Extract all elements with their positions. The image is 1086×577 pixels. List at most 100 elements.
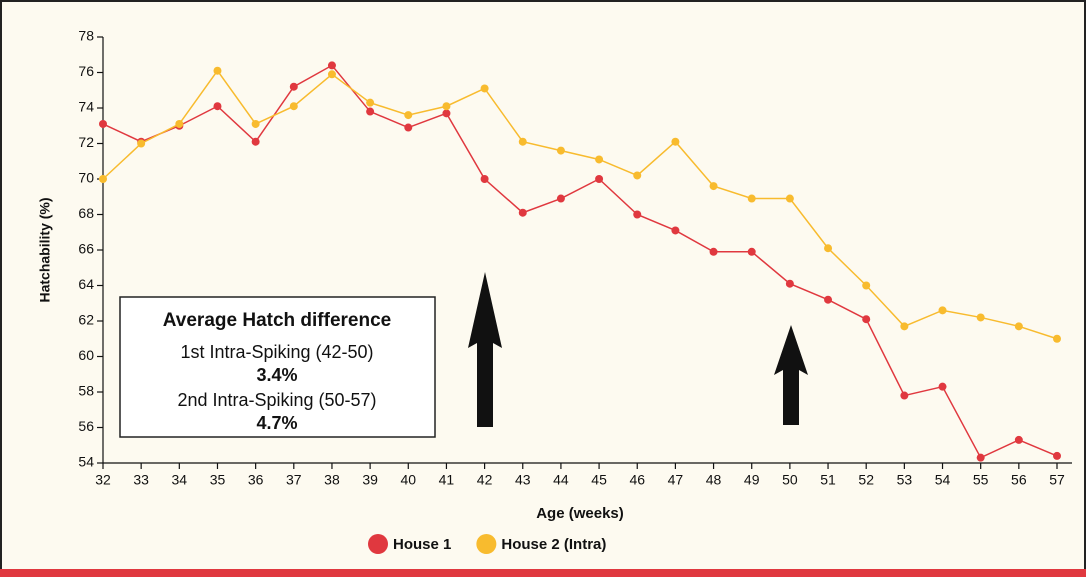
x-tick-label: 42 bbox=[477, 472, 493, 488]
y-tick-label: 54 bbox=[78, 454, 94, 470]
data-point bbox=[1014, 435, 1023, 444]
legend-label: House 2 (Intra) bbox=[501, 536, 606, 553]
x-tick-label: 51 bbox=[820, 472, 836, 488]
x-tick-label: 34 bbox=[172, 472, 188, 488]
data-point bbox=[175, 119, 184, 128]
data-point bbox=[595, 155, 604, 164]
annotation-line: 4.7% bbox=[256, 413, 297, 433]
data-point bbox=[327, 70, 336, 79]
data-point bbox=[1053, 451, 1061, 460]
x-tick-label: 38 bbox=[324, 472, 340, 488]
arrow bbox=[774, 325, 808, 425]
x-tick-label: 47 bbox=[668, 472, 684, 488]
x-tick-label: 40 bbox=[400, 472, 416, 488]
data-point bbox=[824, 244, 833, 253]
y-tick-label: 74 bbox=[78, 99, 94, 115]
x-tick-label: 45 bbox=[591, 472, 607, 488]
data-point bbox=[404, 123, 413, 132]
data-point bbox=[518, 208, 527, 217]
annotation-title: Average Hatch difference bbox=[163, 310, 391, 331]
y-tick-label: 68 bbox=[78, 205, 94, 221]
data-point bbox=[900, 391, 909, 400]
data-point bbox=[938, 306, 947, 315]
data-point bbox=[251, 137, 260, 146]
data-point bbox=[785, 279, 794, 288]
data-point bbox=[1053, 334, 1061, 343]
y-tick-label: 72 bbox=[78, 134, 94, 150]
legend-swatch bbox=[368, 534, 388, 554]
y-tick-label: 64 bbox=[78, 276, 94, 292]
data-point bbox=[289, 102, 298, 111]
series-line bbox=[102, 64, 1058, 459]
data-point bbox=[480, 175, 489, 183]
annotation-box bbox=[119, 296, 436, 438]
arrow bbox=[468, 272, 502, 427]
data-point bbox=[366, 107, 375, 116]
y-tick-label: 66 bbox=[78, 241, 94, 257]
data-point bbox=[671, 226, 680, 235]
data-point bbox=[213, 66, 222, 75]
data-point bbox=[633, 171, 642, 180]
x-tick-label: 50 bbox=[782, 472, 798, 488]
legend-swatch bbox=[476, 534, 497, 554]
x-tick-label: 35 bbox=[210, 472, 226, 488]
x-tick-label: 48 bbox=[706, 472, 722, 488]
data-point bbox=[137, 139, 146, 148]
y-axis-label: Hatchability (%) bbox=[37, 197, 53, 302]
data-point bbox=[556, 146, 565, 155]
data-point bbox=[404, 111, 413, 120]
x-axis-label: Age (weeks) bbox=[536, 505, 624, 522]
x-tick-label: 46 bbox=[629, 472, 645, 488]
data-point bbox=[289, 82, 298, 91]
data-point bbox=[785, 194, 794, 203]
data-point bbox=[976, 313, 985, 322]
x-tick-label: 37 bbox=[286, 472, 302, 488]
data-point bbox=[709, 247, 718, 256]
data-point bbox=[824, 295, 833, 304]
legend-label: House 1 bbox=[393, 536, 451, 553]
data-point bbox=[976, 453, 985, 462]
data-point bbox=[862, 281, 871, 290]
x-tick-label: 43 bbox=[515, 472, 531, 488]
y-tick-label: 70 bbox=[78, 170, 94, 186]
x-tick-label: 36 bbox=[248, 472, 264, 488]
y-tick-label: 58 bbox=[78, 383, 94, 399]
x-tick-label: 44 bbox=[553, 472, 569, 488]
data-point bbox=[938, 382, 947, 391]
data-point bbox=[1014, 322, 1023, 331]
x-tick-label: 39 bbox=[362, 472, 378, 488]
data-point bbox=[442, 102, 451, 111]
x-tick-label: 56 bbox=[1011, 472, 1027, 488]
x-tick-label: 52 bbox=[858, 472, 874, 488]
data-point bbox=[709, 182, 718, 191]
x-tick-label: 57 bbox=[1049, 472, 1065, 488]
x-tick-label: 41 bbox=[439, 472, 455, 488]
series-line bbox=[102, 69, 1058, 340]
data-point bbox=[747, 247, 756, 256]
x-tick-label: 54 bbox=[935, 472, 951, 488]
data-point bbox=[595, 175, 604, 183]
annotation-line: 3.4% bbox=[256, 365, 297, 385]
y-tick-label: 78 bbox=[78, 28, 94, 44]
data-point bbox=[747, 194, 756, 203]
y-tick-label: 62 bbox=[78, 312, 94, 328]
x-tick-label: 55 bbox=[973, 472, 989, 488]
y-tick-label: 56 bbox=[78, 418, 94, 434]
data-point bbox=[633, 210, 642, 219]
y-tick-label: 76 bbox=[78, 63, 94, 79]
data-point bbox=[671, 137, 680, 146]
x-tick-label: 32 bbox=[95, 472, 111, 488]
x-tick-label: 49 bbox=[744, 472, 760, 488]
annotation-line: 2nd Intra-Spiking (50-57) bbox=[177, 390, 376, 410]
data-point bbox=[213, 102, 222, 111]
data-point bbox=[99, 119, 107, 128]
data-point bbox=[366, 98, 375, 107]
data-point bbox=[556, 194, 565, 203]
data-point bbox=[251, 119, 260, 128]
data-point bbox=[99, 175, 107, 183]
data-point bbox=[327, 61, 336, 70]
data-point bbox=[900, 322, 909, 331]
annotation-line: 1st Intra-Spiking (42-50) bbox=[180, 342, 373, 362]
